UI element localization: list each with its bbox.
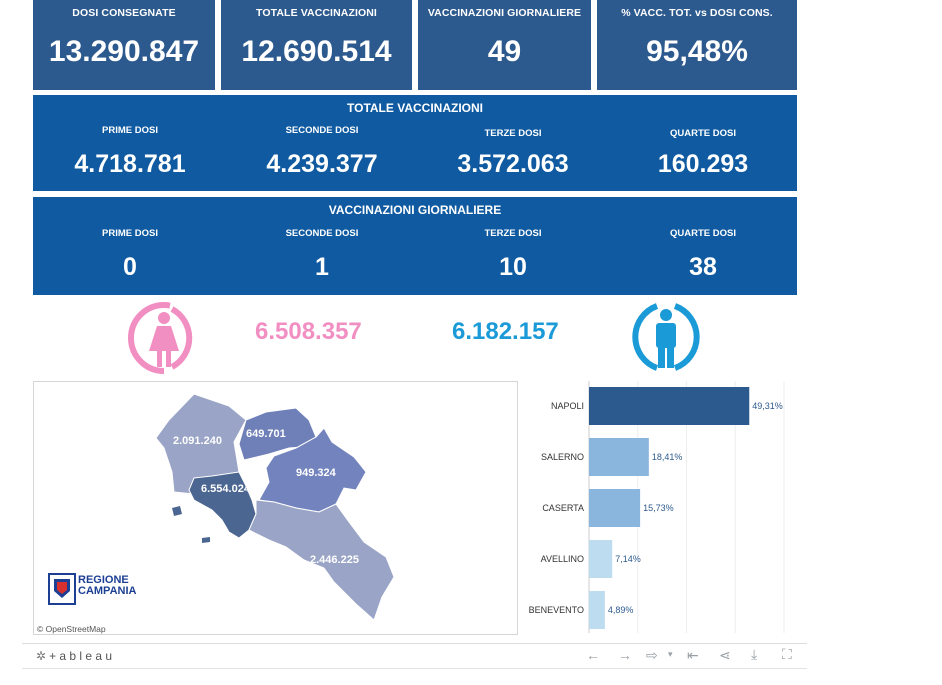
chevron-down-icon[interactable]: ▾ [668,649,673,659]
map-region-napoli[interactable] [188,471,257,539]
stat-terze-dosi: TERZE DOSI 3.572.063 [418,128,608,179]
logo-text: REGIONE CAMPANIA [78,575,136,597]
stat-value: 38 [689,253,717,281]
download-icon[interactable]: ⤓ [751,646,758,662]
stat-prime-dosi: PRIME DOSI 0 [35,228,225,282]
province-bar-chart: NAPOLI 49,31% SALERNO 18,41% CASERTA 15,73% AV… [529,381,785,633]
tableau-mark-icon: ✲ [36,649,47,663]
category-label: BENEVENTO [529,605,584,615]
kpi-label: % VACC. TOT. vs DOSI CONS. [621,7,773,19]
male-icon [632,303,700,371]
category-label: NAPOLI [551,401,584,411]
stat-seconde-dosi: SECONDE DOSI 1 [227,228,417,282]
value-label: 4,89% [608,605,634,615]
stat-value: 4.239.377 [266,150,378,178]
totale-vaccinazioni-panel: TOTALE VACCINAZIONI PRIME DOSI 4.718.781… [33,95,797,191]
stat-value: 10 [499,253,527,281]
stat-label: SECONDE DOSI [285,228,359,239]
stat-label: SECONDE DOSI [285,125,359,136]
kpi-value: 12.690.514 [241,35,392,68]
kpi-value: 13.290.847 [48,35,200,68]
stat-label: PRIME DOSI [102,228,158,239]
map-label-benevento: 649.701 [246,428,286,440]
redo-icon[interactable]: → [618,647,632,663]
stat-label: TERZE DOSI [484,128,542,139]
map-island-capri [202,537,210,543]
tableau-logo[interactable]: ✲ + a b l e a u [36,649,112,663]
category-label: AVELLINO [541,554,584,564]
map-attribution: © OpenStreetMap [37,624,106,634]
tableau-toolbar: ✲ + a b l e a u ← → ⇨ ▾ ⇤ ⋖ ⤓ ⛶ [22,643,807,669]
female-count: 6.508.357 [255,318,362,345]
bar-napoli[interactable] [589,387,750,425]
map-label-avellino: 949.324 [296,467,337,479]
stat-prime-dosi: PRIME DOSI 4.718.781 [35,125,225,179]
category-label: CASERTA [542,503,584,513]
kpi-label: VACCINAZIONI GIORNALIERE [427,7,582,19]
kpi-percent-vacc: % VACC. TOT. vs DOSI CONS. 95,48% [597,0,797,90]
stat-terze-dosi: TERZE DOSI 10 [418,228,608,282]
vaccinazioni-giornaliere-panel: VACCINAZIONI GIORNALIERE PRIME DOSI 0 SE… [33,197,797,295]
kpi-label: DOSI CONSEGNATE [72,7,176,19]
value-label: 7,14% [615,554,641,564]
stat-quarte-dosi: QUARTE DOSI 38 [608,228,798,282]
undo-icon[interactable]: ← [586,647,600,663]
bar-benevento[interactable] [589,591,605,629]
stat-label: TERZE DOSI [484,228,542,239]
panel-title: VACCINAZIONI GIORNALIERE [328,203,502,217]
fullscreen-icon[interactable]: ⛶ [782,646,792,662]
bar-avellino[interactable] [589,540,613,578]
kpi-vaccinazioni-giornaliere: VACCINAZIONI GIORNALIERE 49 [418,0,591,90]
value-label: 18,41% [652,452,683,462]
female-icon [128,302,200,374]
panel-title: TOTALE VACCINAZIONI [347,101,483,115]
stat-seconde-dosi: SECONDE DOSI 4.239.377 [227,125,417,179]
logo-line-2: CAMPANIA [78,585,137,597]
stat-value: 160.293 [657,150,749,178]
category-label: SALERNO [541,452,584,462]
share-icon[interactable]: ⋖ [719,647,731,663]
regione-campania-logo-icon [48,573,76,605]
stat-label: QUARTE DOSI [670,128,736,139]
revert-icon[interactable]: ⇨ [646,647,658,663]
stat-quarte-dosi: QUARTE DOSI 160.293 [608,128,798,179]
male-count: 6.182.157 [452,318,559,345]
stat-label: PRIME DOSI [102,125,158,136]
kpi-value: 95,48% [646,35,748,68]
kpi-dosi-consegnate: DOSI CONSEGNATE 13.290.847 [33,0,215,90]
kpi-totale-vaccinazioni: TOTALE VACCINAZIONI 12.690.514 [221,0,412,90]
reset-icon[interactable]: ⇤ [687,647,699,663]
stat-label: QUARTE DOSI [670,228,736,239]
stat-value: 0 [123,253,137,281]
map-region-salerno[interactable] [248,499,395,621]
value-label: 15,73% [643,503,674,513]
tableau-brand-text: + a b l e a u [49,649,113,663]
campania-map[interactable]: 2.091.240 649.701 949.324 6.554.024 2.44… [33,381,518,635]
map-island-ischia [172,506,182,516]
bar-salerno[interactable] [589,438,649,476]
map-label-napoli: 6.554.024 [201,483,251,495]
map-label-caserta: 2.091.240 [173,435,222,447]
map-label-salerno: 2.446.225 [310,554,359,566]
value-label: 49,31% [752,401,783,411]
kpi-value: 49 [487,35,522,68]
bar-caserta[interactable] [589,489,641,527]
kpi-label: TOTALE VACCINAZIONI [256,7,377,19]
stat-value: 1 [315,253,329,281]
stat-value: 4.718.781 [74,150,186,178]
logo-line-1: REGIONE [78,574,129,586]
stat-value: 3.572.063 [457,150,569,178]
